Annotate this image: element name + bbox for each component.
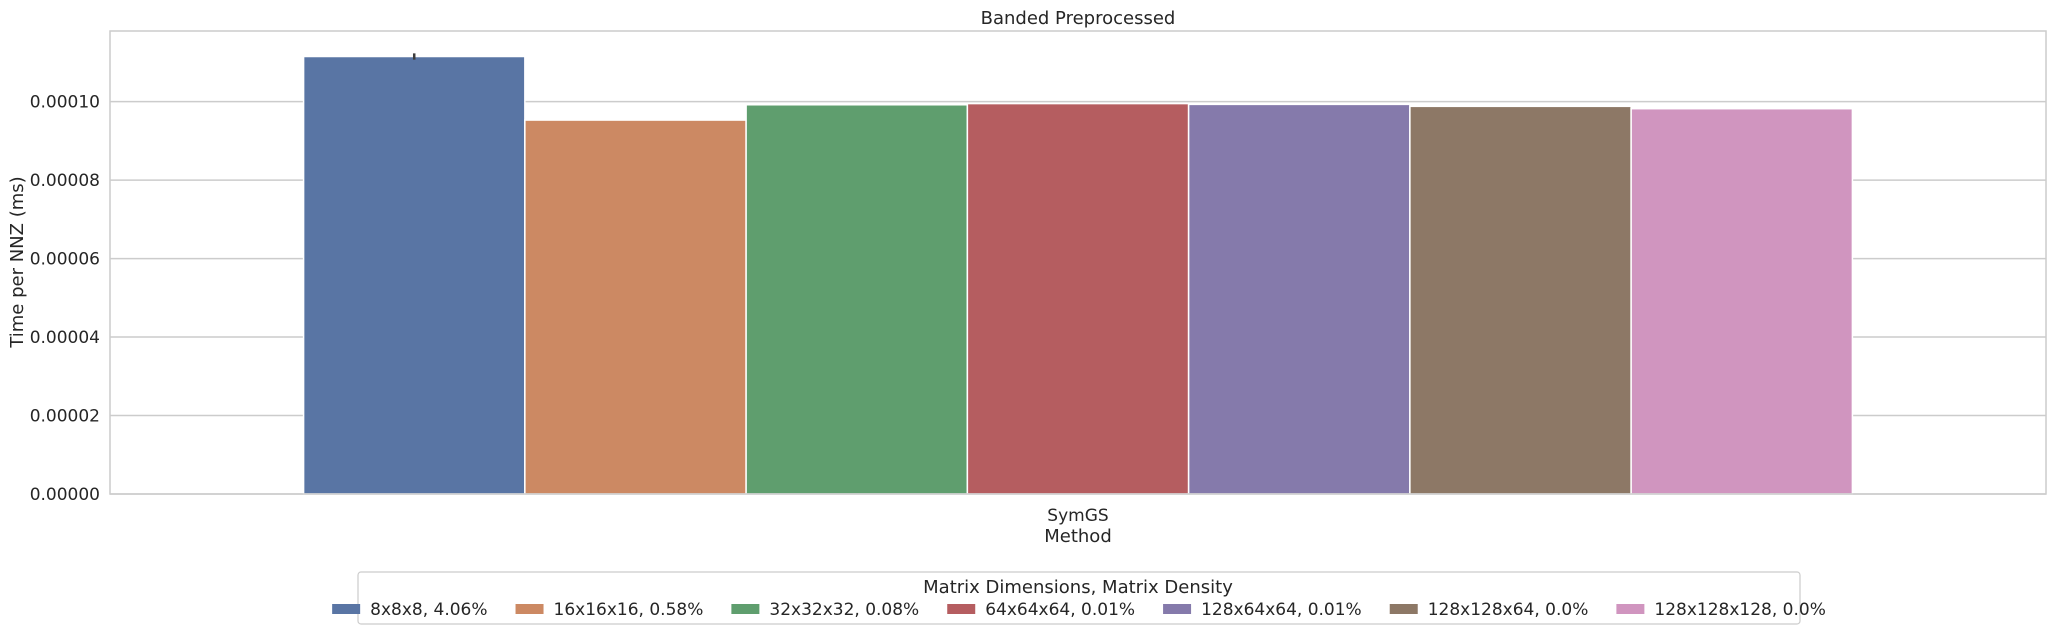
legend-entry: 128x64x64, 0.01% [1201,600,1362,620]
bar [1187,103,1411,495]
bar [745,104,969,495]
legend: Matrix Dimensions, Matrix Density 8x8x8,… [332,571,1826,625]
legend-entry: 8x8x8, 4.06% [370,600,487,620]
legend-entry: 128x128x128, 0.0% [1654,600,1825,620]
legend-swatch [731,604,760,614]
legend-entry: 128x128x64, 0.0% [1428,600,1589,620]
legend-swatch [1163,604,1192,614]
bar [1409,105,1632,495]
y-tick-label: 0.00008 [30,171,100,191]
legend-swatch [1616,604,1645,614]
bar [302,55,526,495]
legend-swatch [1389,604,1418,614]
legend-frame [357,571,1801,625]
chart-title: Banded Preprocessed [981,8,1176,29]
legend-swatch [947,604,976,614]
legend-entry: 32x32x32, 0.08% [769,600,919,620]
y-tick-label: 0.00010 [30,93,100,113]
legend-items: 8x8x8, 4.06% 16x16x16, 0.58% 32x32x32, 0.0… [332,600,1826,620]
x-tick-label: SymGS [1047,506,1108,526]
plot-frame [109,30,2047,495]
legend-swatch [332,604,361,614]
bar [966,102,1190,495]
y-tick-label: 0.00002 [30,407,100,427]
y-tick-label: 0.00004 [30,328,100,348]
bar [524,119,747,495]
legend-entry: 16x16x16, 0.58% [554,600,704,620]
x-axis-label: Method [1044,526,1112,547]
bars [302,53,1854,495]
x-axis-ticks: SymGS [1047,506,1108,526]
legend-swatch [515,604,544,614]
legend-title: Matrix Dimensions, Matrix Density [923,577,1233,598]
y-axis-ticks: 0.00000 0.00002 0.00004 0.00006 0.00008 0.000… [30,93,100,505]
legend-entry: 64x64x64, 0.01% [985,600,1135,620]
y-tick-label: 0.00006 [30,250,100,270]
y-axis-label: Time per NNZ (ms) [7,176,28,348]
y-tick-label: 0.00000 [30,485,100,505]
bar [1630,107,1854,495]
